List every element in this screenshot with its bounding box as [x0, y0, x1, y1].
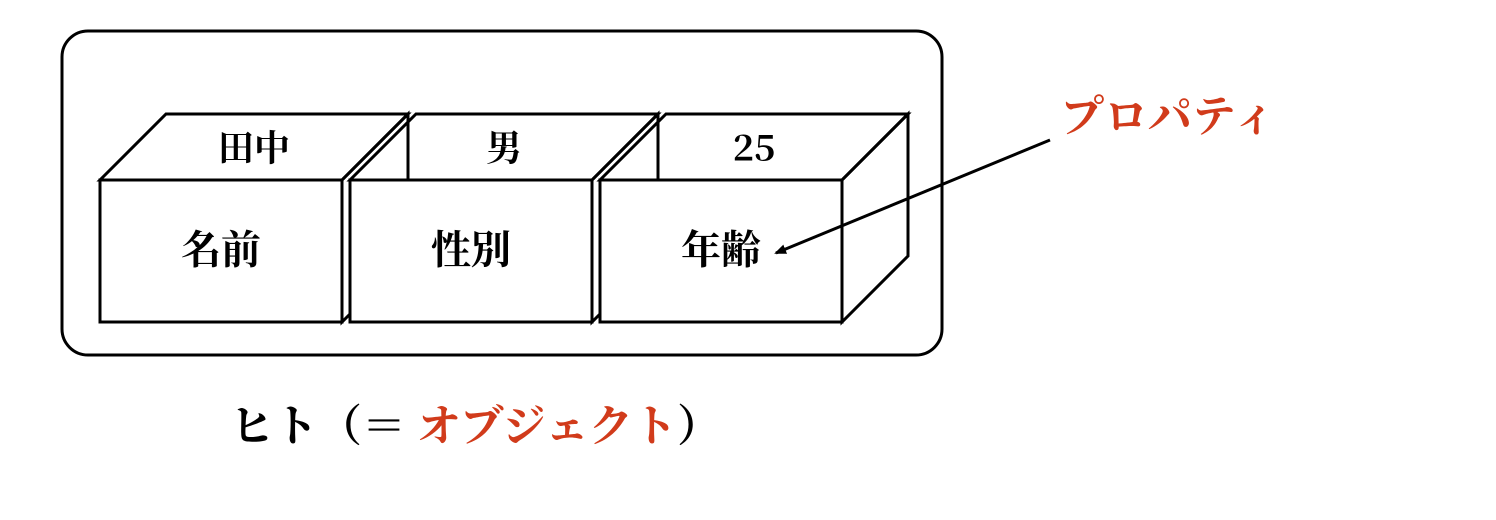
callout-label-property: プロパティ	[1060, 80, 1276, 144]
box-top-label: 25	[733, 120, 775, 171]
caption-object: ヒト（＝ オブジェクト）	[230, 390, 721, 454]
box-front-label: 名前	[181, 218, 261, 275]
box-front-label: 性別	[431, 218, 511, 275]
box-front-label: 年齢	[681, 218, 761, 275]
box-top-label: 男	[486, 120, 522, 171]
box-top-label: 田中	[218, 120, 290, 171]
box-side-face	[842, 114, 908, 322]
